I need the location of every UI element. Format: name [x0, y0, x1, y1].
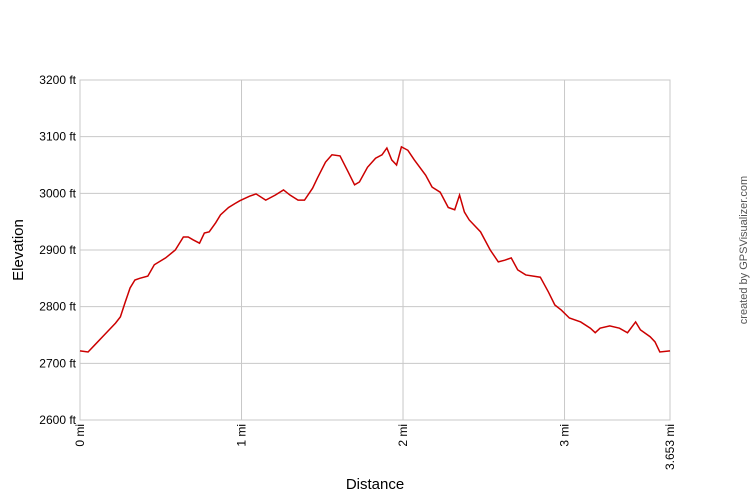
x-tick-label: 3 mi: [558, 424, 572, 447]
x-tick-label: 3.653 mi: [663, 424, 677, 470]
x-tick-label: 1 mi: [235, 424, 249, 447]
elevation-line: [79, 145, 671, 353]
y-tick-label: 2600 ft: [39, 413, 76, 427]
y-tick-label: 2800 ft: [39, 300, 76, 314]
x-tick-label: 2 mi: [396, 424, 410, 447]
x-axis-title: Distance: [346, 476, 404, 493]
y-tick-label: 2900 ft: [39, 243, 76, 257]
y-tick-label: 3100 ft: [39, 130, 76, 144]
credit: created by GPSVisualizer.com: [738, 176, 750, 324]
y-tick-label: 3200 ft: [39, 73, 76, 87]
y-tick-label: 2700 ft: [39, 356, 76, 370]
y-axis-title: Elevation: [10, 219, 27, 281]
y-tick-label: 3000 ft: [39, 186, 76, 200]
x-tick-label: 0 mi: [73, 424, 87, 447]
